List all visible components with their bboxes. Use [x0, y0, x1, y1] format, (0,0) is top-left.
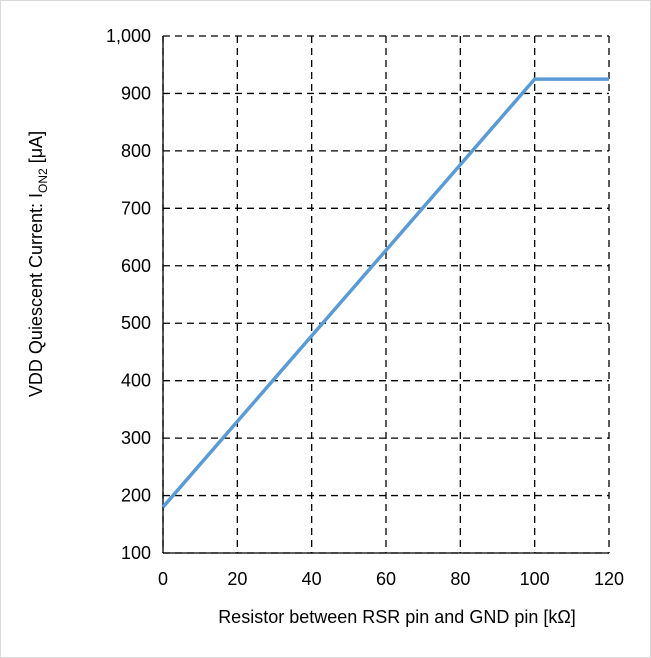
y-tick-label: 500 — [121, 313, 151, 333]
y-tick-label: 200 — [121, 486, 151, 506]
y-axis-title-prefix: VDD Quiescent Current: I — [26, 193, 46, 397]
y-axis-title: VDD Quiescent Current: ION2 [μA] — [26, 131, 50, 397]
x-tick-label: 20 — [227, 569, 247, 589]
y-tick-label: 300 — [121, 428, 151, 448]
x-tick-label: 80 — [450, 569, 470, 589]
y-tick-label: 1,000 — [106, 26, 151, 46]
y-tick-label: 700 — [121, 198, 151, 218]
grid — [162, 35, 610, 554]
x-tick-label: 60 — [376, 569, 396, 589]
y-tick-label: 900 — [121, 83, 151, 103]
x-tick-labels: 0 20 40 60 80 100 120 — [158, 569, 624, 589]
x-axis-title: Resistor between RSR pin and GND pin [kΩ… — [218, 607, 576, 627]
y-tick-labels: 100 200 300 400 500 600 700 800 900 1,000 — [106, 26, 151, 563]
series-line — [161, 77, 609, 509]
y-axis-title-subscript: ON2 — [36, 168, 50, 193]
y-tick-label: 600 — [121, 256, 151, 276]
y-tick-label: 800 — [121, 141, 151, 161]
x-tick-label: 100 — [520, 569, 550, 589]
x-tick-label: 120 — [594, 569, 624, 589]
x-tick-label: 40 — [302, 569, 322, 589]
y-axis-title-suffix: [μA] — [26, 131, 46, 168]
y-tick-label: 400 — [121, 371, 151, 391]
y-tick-label: 100 — [121, 543, 151, 563]
x-tick-label: 0 — [158, 569, 168, 589]
series-layer — [161, 77, 609, 509]
